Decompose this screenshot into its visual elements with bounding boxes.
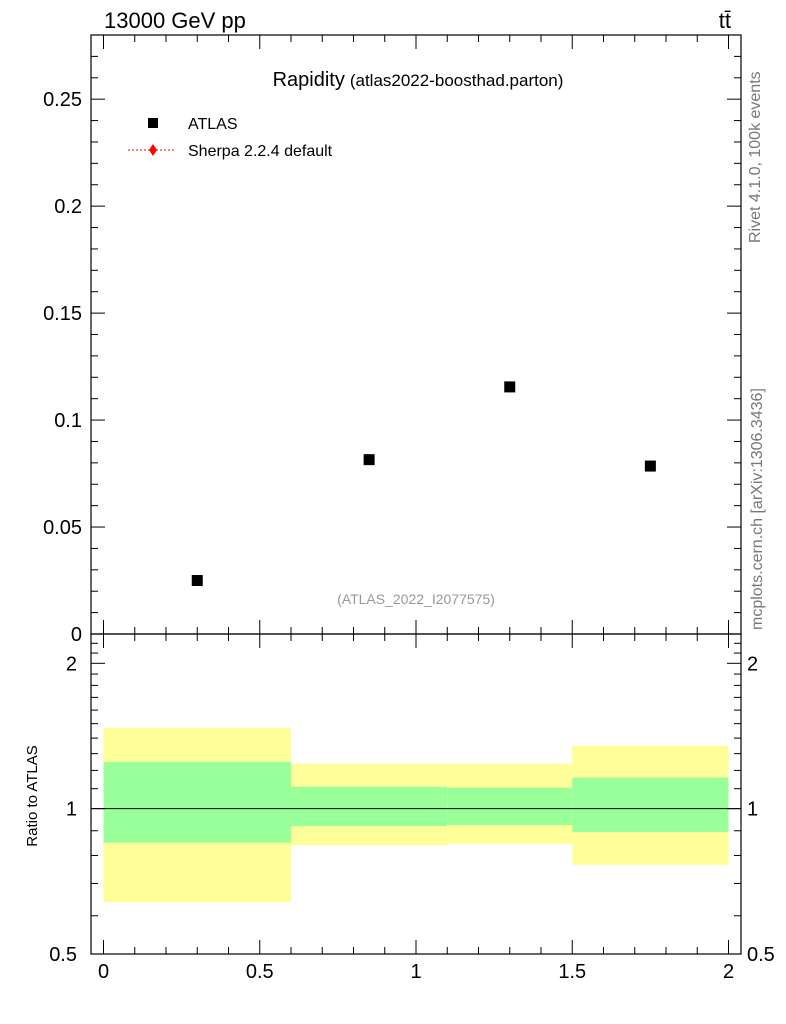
analysis-watermark: (ATLAS_2022_I2077575) bbox=[337, 591, 495, 607]
ratio-band-inner bbox=[572, 777, 729, 832]
atlas-data-points bbox=[191, 381, 656, 587]
ratio-tick-label-right: 1 bbox=[747, 799, 758, 821]
x-tick-label: 0 bbox=[98, 961, 109, 983]
y-tick-label: 0 bbox=[71, 624, 82, 646]
ratio-tick-label-left: 2 bbox=[66, 653, 77, 675]
atlas-data-point bbox=[191, 575, 203, 587]
ratio-uncertainty-bands bbox=[103, 727, 729, 903]
plot-title: Rapidity bbox=[273, 69, 345, 91]
x-tick-label: 1 bbox=[410, 961, 421, 983]
ratio-tick-label-left: 0.5 bbox=[49, 944, 77, 966]
ratio-band-inner bbox=[103, 761, 291, 843]
ratio-axis-ticks: 0.5 0.5 1 1 2 2 0 0.5 1 1.5 2 bbox=[49, 634, 775, 983]
ratio-frame bbox=[90, 633, 742, 955]
atlas-data-point bbox=[644, 460, 656, 472]
legend-atlas-label: ATLAS bbox=[188, 116, 238, 133]
legend-atlas-marker bbox=[148, 118, 158, 128]
y-tick-label: 0.25 bbox=[43, 89, 82, 111]
atlas-data-point bbox=[504, 381, 516, 393]
legend-sherpa-marker bbox=[149, 144, 157, 156]
x-tick-label: 1.5 bbox=[558, 961, 586, 983]
ratio-tick-label-left: 1 bbox=[66, 799, 77, 821]
x-tick-label: 0.5 bbox=[246, 961, 274, 983]
ratio-band-inner bbox=[447, 787, 573, 826]
y-tick-label: 0.2 bbox=[54, 196, 82, 218]
energy-label: 13000 GeV pp bbox=[104, 8, 246, 33]
ratio-panel: 0.5 0.5 1 1 2 2 0 0.5 1 1.5 2 Ratio to ATLAS bbox=[24, 633, 775, 983]
plot-subtitle: (atlas2022-boosthad.parton) bbox=[350, 71, 564, 90]
rivet-version-label: Rivet 4.1.0, 100k events bbox=[747, 71, 764, 243]
y-tick-label: 0.1 bbox=[54, 410, 82, 432]
y-tick-label: 0.15 bbox=[43, 303, 82, 325]
y-tick-label: 0.05 bbox=[43, 517, 82, 539]
process-label: tt̄ bbox=[719, 8, 731, 33]
x-tick-label: 2 bbox=[723, 961, 734, 983]
legend-sherpa-label: Sherpa 2.2.4 default bbox=[188, 143, 333, 160]
ratio-ylabel: Ratio to ATLAS bbox=[24, 745, 41, 846]
main-panel: 0 0.05 0.1 0.15 0.2 0.25 Rapidity (atlas2022-… bbox=[43, 34, 742, 646]
ratio-tick-label-right: 0.5 bbox=[747, 944, 775, 966]
atlas-data-point bbox=[363, 454, 375, 466]
mcplots-label: mcplots.cern.ch [arXiv:1306.3436] bbox=[749, 388, 766, 630]
ratio-tick-label-right: 2 bbox=[747, 653, 758, 675]
ratio-band-inner bbox=[291, 786, 448, 827]
main-axis-ticks: 0 0.05 0.1 0.15 0.2 0.25 bbox=[43, 35, 741, 646]
